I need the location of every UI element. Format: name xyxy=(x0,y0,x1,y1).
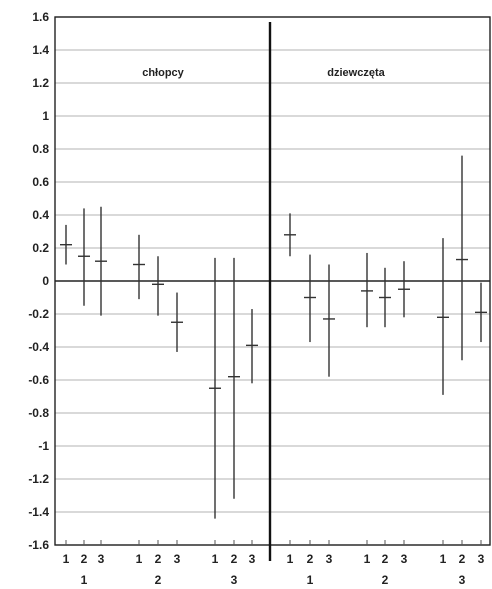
x-tick-label: 2 xyxy=(382,552,389,566)
group-label: 3 xyxy=(231,573,238,587)
x-tick-label: 3 xyxy=(326,552,333,566)
x-tick-label: 3 xyxy=(98,552,105,566)
y-tick-label: -1.4 xyxy=(28,505,49,519)
panel-title: dziewczęta xyxy=(327,67,385,79)
y-tick-label: -0.4 xyxy=(28,340,49,354)
gridlines xyxy=(55,16,490,546)
plot-frame xyxy=(54,16,491,561)
x-tick-label: 3 xyxy=(249,552,256,566)
y-tick-label: 0.8 xyxy=(32,142,49,156)
y-tick-label: 1.4 xyxy=(32,43,49,57)
y-tick-label: 0.6 xyxy=(32,175,49,189)
x-tick-label: 1 xyxy=(136,552,143,566)
axis-labels: 1.6 1.4 1.2 1 0.8 0.6 0.4 0.2 0 -0.2 -0.4 -0.6 -0.8 -… xyxy=(28,10,484,587)
y-tick-label: 1 xyxy=(42,109,49,123)
group-label: 2 xyxy=(382,573,389,587)
x-tick-label: 2 xyxy=(231,552,238,566)
y-tick-label: -0.6 xyxy=(28,373,49,387)
y-tick-label: 0.2 xyxy=(32,241,49,255)
x-tick-label: 2 xyxy=(81,552,88,566)
x-tick-label: 1 xyxy=(212,552,219,566)
y-tick-label: -1 xyxy=(38,439,49,453)
x-tick-label: 1 xyxy=(440,552,447,566)
y-tick-label: 1.6 xyxy=(32,10,49,24)
x-tick-label: 3 xyxy=(478,552,485,566)
y-tick-label: -0.8 xyxy=(28,406,49,420)
y-tick-label: 0.4 xyxy=(32,208,49,222)
x-tick-label: 1 xyxy=(63,552,70,566)
y-tick-label: -1.2 xyxy=(28,472,49,486)
group-label: 2 xyxy=(155,573,162,587)
x-tick-label: 1 xyxy=(364,552,371,566)
x-tick-label: 1 xyxy=(287,552,294,566)
panel-title: chłopcy xyxy=(142,67,184,79)
group-label: 1 xyxy=(307,573,314,587)
x-tick-label: 3 xyxy=(174,552,181,566)
x-tick-label: 2 xyxy=(459,552,466,566)
y-tick-label: -1.6 xyxy=(28,538,49,552)
y-tick-label: 0 xyxy=(42,274,49,288)
group-label: 3 xyxy=(459,573,466,587)
group-label: 1 xyxy=(81,573,88,587)
y-tick-label: 1.2 xyxy=(32,76,49,90)
y-tick-label: -0.2 xyxy=(28,307,49,321)
x-tick-label: 2 xyxy=(307,552,314,566)
error-bars xyxy=(60,155,487,519)
x-tick-label: 2 xyxy=(155,552,162,566)
x-tick-label: 3 xyxy=(401,552,408,566)
